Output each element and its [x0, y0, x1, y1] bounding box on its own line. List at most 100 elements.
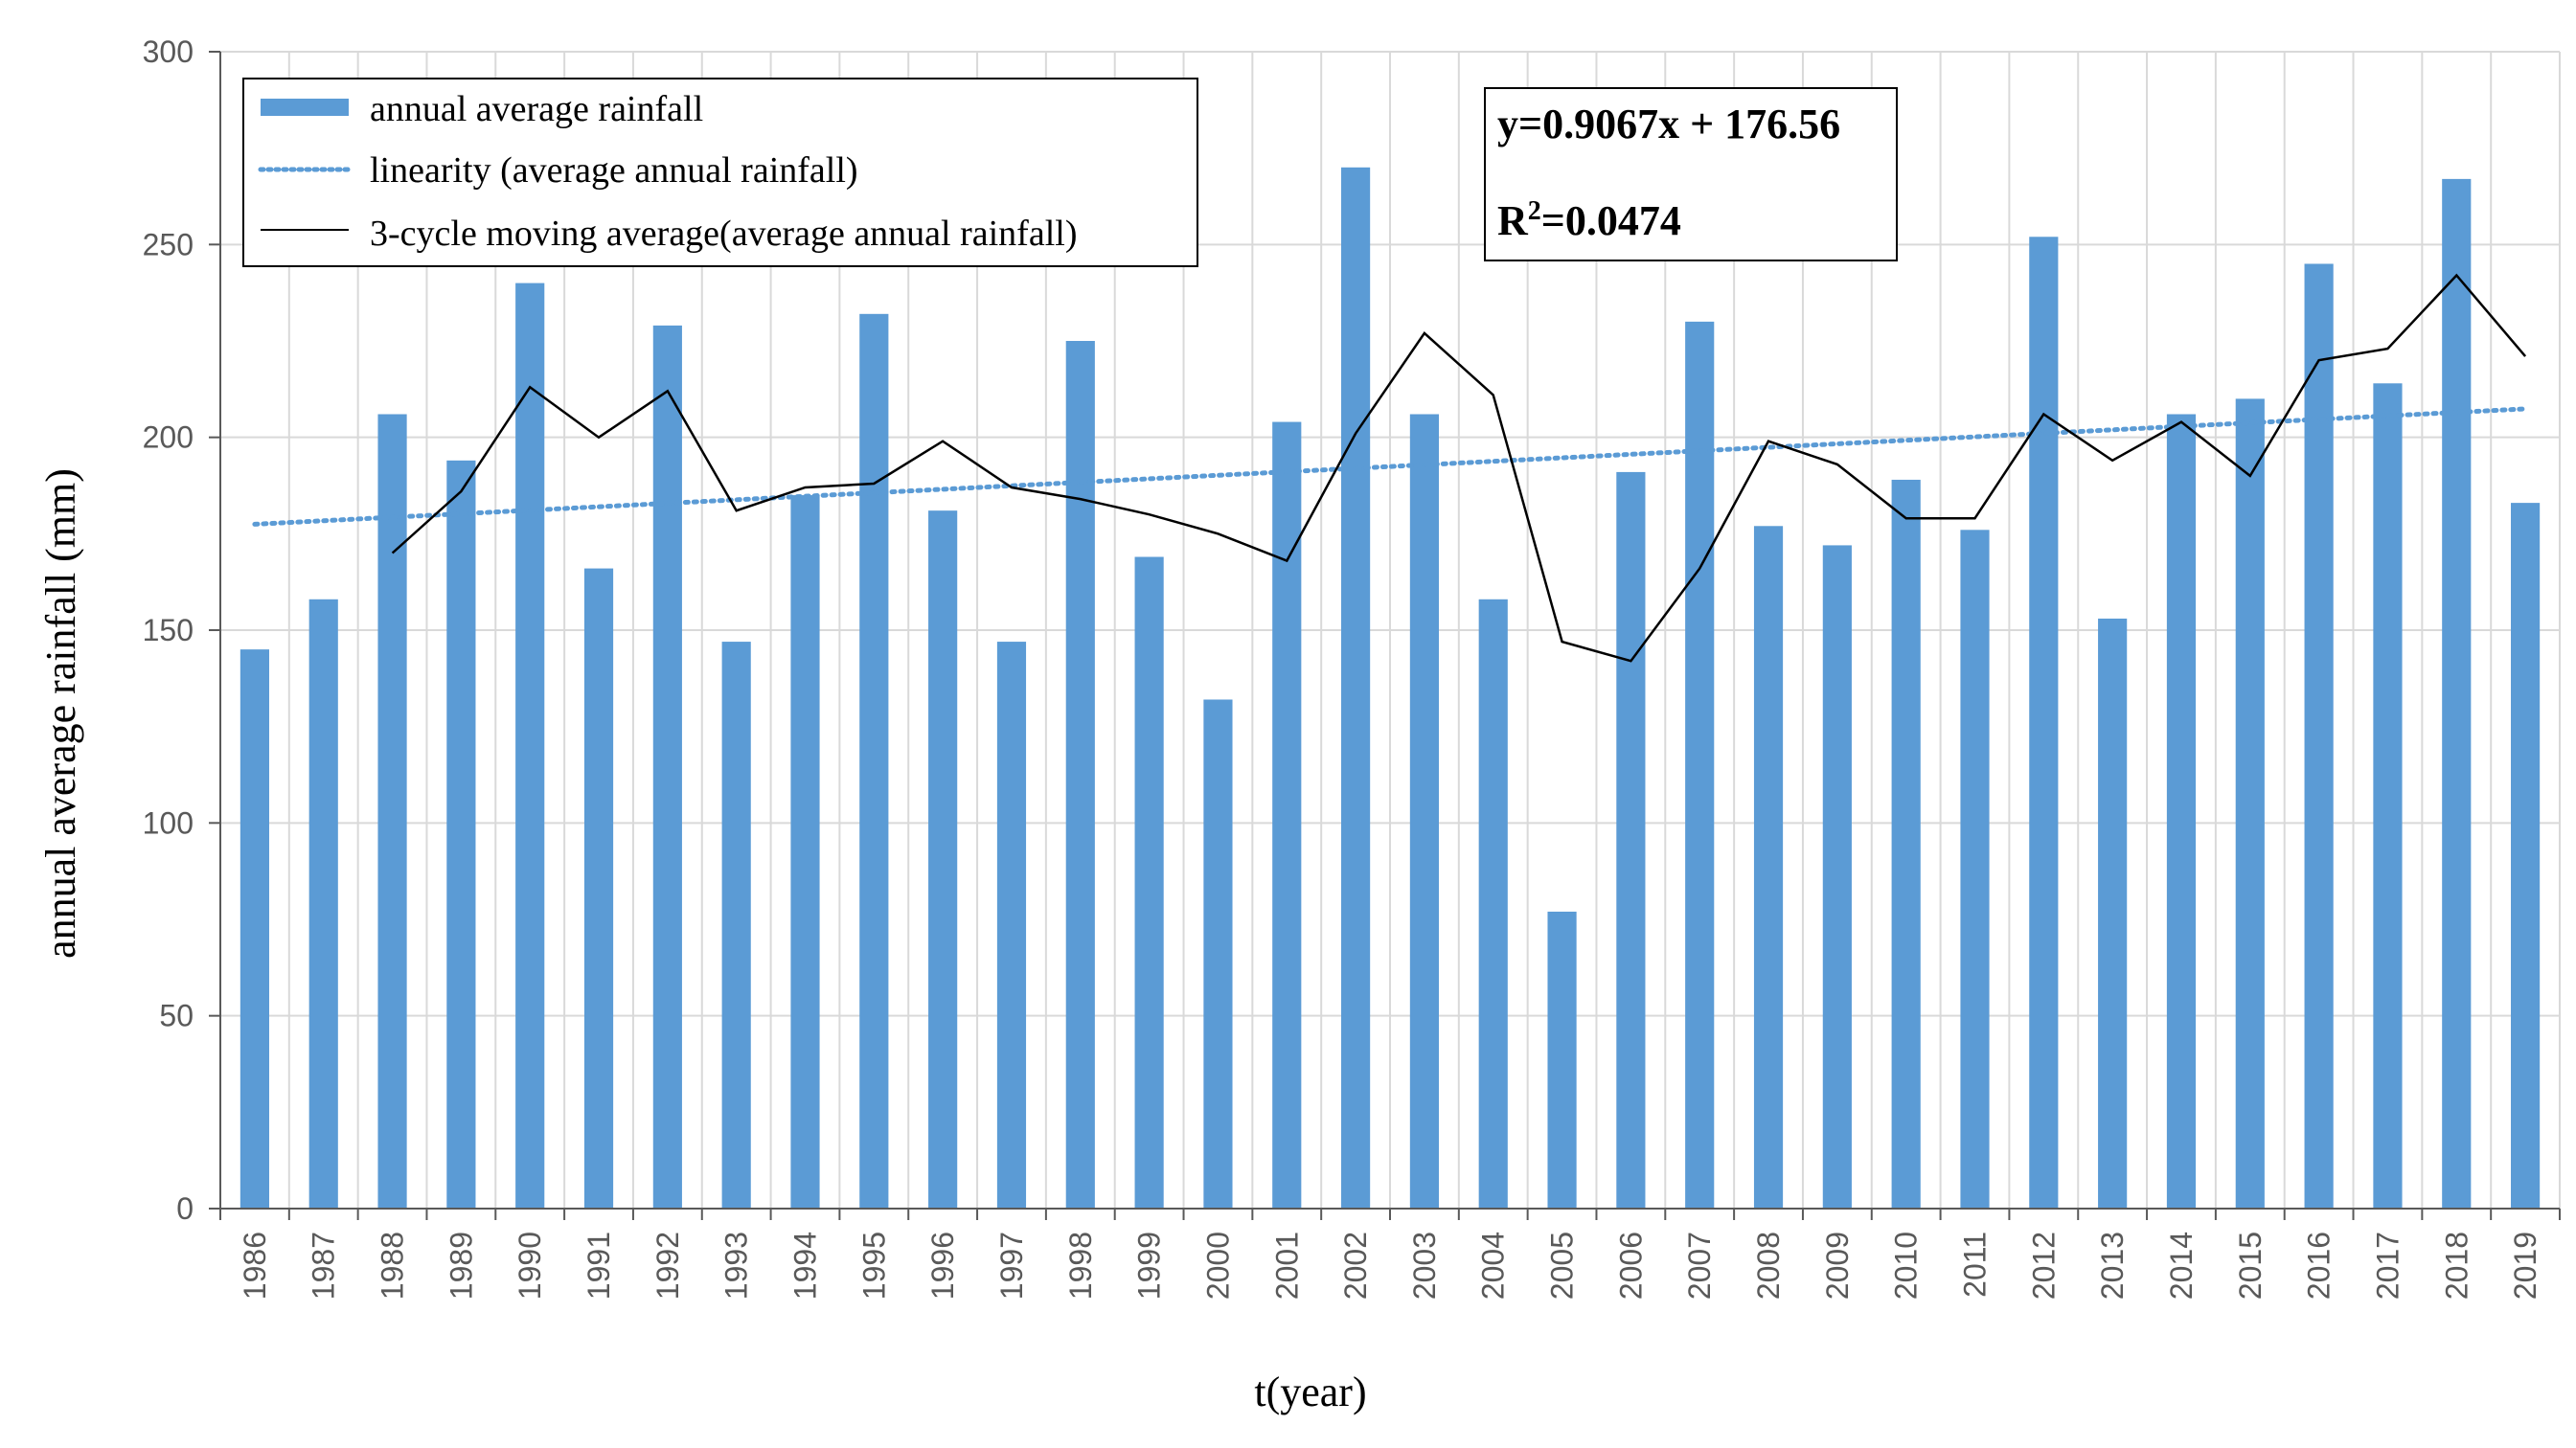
x-tick-label: 2012 — [2026, 1232, 2061, 1300]
legend-label-moving-average: 3-cycle moving average(average annual ra… — [370, 214, 1077, 254]
x-tick-label: 1994 — [788, 1232, 823, 1300]
y-tick-label: 100 — [143, 805, 194, 840]
y-tick-label: 250 — [143, 227, 194, 261]
bar — [515, 283, 545, 1210]
bar — [239, 649, 269, 1209]
x-tick-label: 2019 — [2508, 1232, 2542, 1300]
x-tick-label: 2009 — [1820, 1232, 1855, 1300]
bar — [308, 599, 338, 1209]
bar — [1960, 530, 1990, 1209]
bar — [1547, 911, 1577, 1209]
x-tick-label: 2003 — [1407, 1232, 1442, 1300]
r-squared-prefix: R — [1497, 197, 1529, 244]
r-squared-value: =0.0474 — [1541, 197, 1681, 244]
bar — [2235, 398, 2265, 1209]
x-tick-label: 2001 — [1269, 1232, 1304, 1300]
x-tick-label: 2018 — [2439, 1232, 2473, 1300]
y-tick-label: 200 — [143, 420, 194, 455]
bar — [1478, 599, 1508, 1209]
x-tick-label: 1997 — [994, 1232, 1029, 1300]
legend-swatch-bar — [261, 99, 349, 116]
bar — [2166, 414, 2197, 1209]
bar — [1822, 545, 1852, 1209]
x-tick-label: 2002 — [1338, 1232, 1373, 1300]
bar — [1616, 471, 1646, 1209]
x-tick-label: 2006 — [1613, 1232, 1648, 1300]
x-tick-label: 2007 — [1682, 1232, 1717, 1300]
bar — [2373, 383, 2403, 1209]
bar — [1134, 556, 1164, 1209]
x-tick-label: 2017 — [2370, 1232, 2405, 1300]
bar — [377, 414, 407, 1209]
bar — [2304, 263, 2334, 1209]
bar — [1409, 414, 1439, 1209]
x-tick-label: 1991 — [581, 1232, 616, 1300]
x-tick-label: 1999 — [1132, 1232, 1167, 1300]
y-tick-label: 150 — [143, 613, 194, 647]
bar — [928, 510, 958, 1209]
trendline — [252, 406, 2528, 527]
x-tick-label: 1992 — [650, 1232, 685, 1300]
legend-frame — [242, 78, 1198, 267]
bar — [1753, 526, 1784, 1209]
x-tick-label: 1996 — [925, 1232, 960, 1300]
bar — [2511, 503, 2541, 1209]
y-axis-title: annual average rainfall (mm) — [37, 468, 84, 959]
y-tick-label: 300 — [143, 34, 194, 69]
x-tick-label: 2000 — [1200, 1232, 1235, 1300]
x-tick-label: 2015 — [2233, 1232, 2268, 1300]
x-tick-label: 1987 — [307, 1232, 341, 1300]
bar — [790, 495, 820, 1209]
x-tick-label: 2010 — [1889, 1232, 1924, 1300]
axes — [209, 51, 2561, 1220]
x-tick-label: 2013 — [2095, 1232, 2130, 1300]
y-tick-labels: 0 50 100 150 200 250 300 — [143, 34, 194, 1226]
legend: annual average rainfall linearity (avera… — [242, 78, 1198, 267]
bar — [996, 642, 1027, 1209]
x-tick-label: 1995 — [856, 1232, 891, 1300]
x-tick-labels: 1986 1987 1988 1989 1990 1991 1992 1993 1994 1995… — [238, 1232, 2542, 1300]
bar — [859, 313, 889, 1209]
bar — [652, 325, 682, 1210]
x-tick-label: 1998 — [1063, 1232, 1098, 1300]
bar — [1685, 321, 1715, 1209]
y-tick-label: 0 — [176, 1191, 194, 1226]
bar — [1065, 341, 1095, 1209]
x-tick-label: 1990 — [513, 1232, 547, 1300]
trendline-series — [252, 406, 2528, 527]
bar — [446, 460, 476, 1209]
bar — [721, 642, 751, 1209]
y-tick-label: 50 — [159, 999, 194, 1033]
r-squared-superscript: 2 — [1528, 196, 1541, 226]
regression-equation: y=0.9067x + 176.56 — [1497, 101, 1840, 147]
x-tick-label: 2008 — [1751, 1232, 1786, 1300]
x-tick-label: 2004 — [1476, 1232, 1511, 1300]
bar — [1341, 167, 1371, 1209]
r-squared: R2=0.0474 — [1497, 196, 1681, 244]
x-tick-label: 1986 — [238, 1232, 272, 1300]
bar — [2098, 618, 2128, 1209]
x-axis-title: t(year) — [1254, 1369, 1366, 1415]
x-tick-label: 2014 — [2164, 1232, 2199, 1300]
x-tick-label: 2016 — [2302, 1232, 2337, 1300]
x-tick-label: 1988 — [376, 1232, 410, 1300]
legend-label-bar: annual average rainfall — [370, 89, 703, 129]
x-tick-label: 2005 — [1545, 1232, 1580, 1300]
bar — [2442, 178, 2472, 1209]
bar — [2029, 237, 2059, 1209]
bar — [1272, 421, 1302, 1209]
equation-frame — [1484, 87, 1898, 261]
x-tick-label: 1993 — [719, 1232, 754, 1300]
equation-box: y=0.9067x + 176.56 R2=0.0474 — [1484, 87, 1898, 261]
legend-label-trendline: linearity (average annual rainfall) — [370, 150, 858, 191]
x-tick-label: 2011 — [1958, 1232, 1993, 1298]
bar — [1203, 699, 1233, 1209]
moving-average-line — [391, 273, 2527, 663]
bar-series — [239, 167, 2541, 1210]
bar — [583, 568, 614, 1209]
x-tick-label: 1989 — [444, 1232, 478, 1300]
moving-average-series — [391, 273, 2527, 663]
bar — [1891, 479, 1921, 1210]
